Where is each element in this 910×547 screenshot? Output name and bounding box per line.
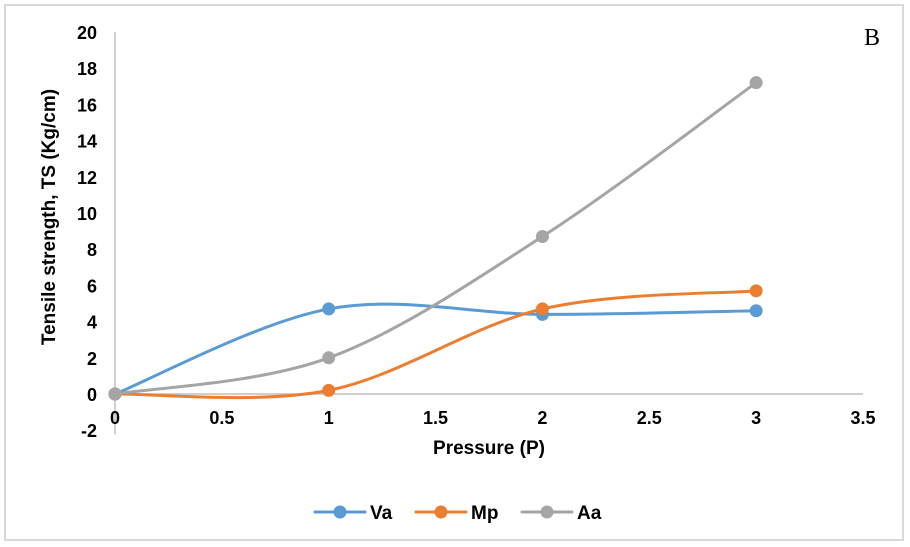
y-tick-label: 18 [77, 59, 97, 79]
y-tick-label: 4 [87, 313, 97, 333]
x-tick-label: 1 [324, 408, 334, 428]
y-tick-label: 16 [77, 95, 97, 115]
x-tick-label: 2 [537, 408, 547, 428]
series-lines [113, 81, 758, 400]
y-tick-label: 2 [87, 349, 97, 369]
chart-frame [4, 4, 904, 541]
data-point-aa [322, 351, 336, 365]
panel-label: B [864, 25, 880, 51]
x-tick-label: 3.5 [850, 408, 875, 428]
data-point-aa [108, 387, 122, 401]
x-tick-label: 3 [751, 408, 761, 428]
y-tick-label: 12 [77, 168, 97, 188]
x-axis-title: Pressure (P) [433, 438, 545, 459]
y-tick-labels: -2 0 2 4 6 8 10 12 14 16 18 20 [77, 23, 97, 441]
legend-label-va: Va [370, 503, 393, 524]
x-tick-label: 1.5 [423, 408, 448, 428]
x-tick-label: 0 [110, 408, 120, 428]
data-point-va [322, 302, 336, 316]
data-point-mp [322, 383, 336, 397]
series-line-aa [113, 81, 758, 396]
y-tick-label: 6 [87, 276, 97, 296]
series-line-va [113, 302, 758, 396]
legend-label-mp: Mp [471, 503, 498, 524]
legend-label-aa: Aa [577, 503, 602, 524]
y-tick-label: 14 [77, 132, 97, 152]
y-tick-label: 0 [87, 385, 97, 405]
y-tick-label: 10 [77, 204, 97, 224]
x-tick-label: 2.5 [637, 408, 662, 428]
y-tick-label: 20 [77, 23, 97, 43]
data-point-aa [749, 76, 763, 90]
series-line-mp [113, 289, 758, 400]
data-point-va [749, 304, 763, 318]
data-point-aa [535, 230, 549, 244]
legend-marker-va [333, 505, 347, 519]
y-tick-label: 8 [87, 240, 97, 260]
axes [114, 32, 863, 435]
legend: Va Mp Aa [313, 503, 602, 524]
data-point-mp [535, 302, 549, 316]
legend-marker-mp [434, 505, 448, 519]
x-tick-label: 0.5 [209, 408, 234, 428]
data-point-mp [749, 284, 763, 298]
x-tick-labels: 0 0.5 1 1.5 2 2.5 3 3.5 [110, 408, 876, 428]
legend-marker-aa [540, 505, 554, 519]
y-tick-label: -2 [81, 421, 97, 441]
y-axis-title: Tensile strength, TS (Kg/cm) [39, 89, 60, 345]
series-points [108, 76, 763, 401]
